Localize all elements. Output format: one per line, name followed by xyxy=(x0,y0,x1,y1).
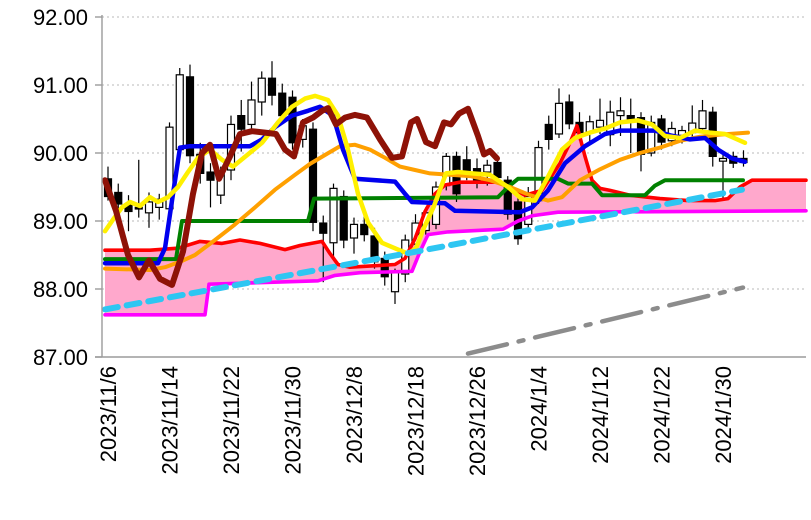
candle-up xyxy=(698,110,707,130)
x-axis-labels: 2023/11/6 2023/11/14 2023/11/22 2023/11/30 2… xyxy=(96,366,736,476)
candle-down xyxy=(544,123,553,141)
x-axis-label: 2023/12/26 xyxy=(465,366,490,476)
candle-up xyxy=(257,77,266,103)
candle-down xyxy=(565,101,574,125)
candle-down xyxy=(185,76,195,157)
candle-up xyxy=(175,74,184,151)
yellow-line xyxy=(102,93,748,256)
candle-down xyxy=(319,222,328,234)
maroon-lagging-line xyxy=(102,105,500,288)
y-axis-label: 87.00 xyxy=(33,345,88,370)
candle-down xyxy=(360,223,369,236)
candle-down xyxy=(308,128,318,223)
candle-down xyxy=(503,179,512,215)
x-axis-label: 2023/11/14 xyxy=(158,366,183,474)
candle-down xyxy=(462,159,471,173)
y-axis-label: 89.00 xyxy=(33,209,88,234)
candle-up xyxy=(247,99,256,126)
y-axis-labels: 92.00 91.00 90.00 89.00 88.00 87.00 xyxy=(33,5,88,370)
x-axis-label: 2023/12/18 xyxy=(404,366,429,476)
x-axis-label: 2023/11/30 xyxy=(281,366,306,474)
x-axis-label: 2024/1/30 xyxy=(711,366,736,464)
x-axis-label: 2023/11/22 xyxy=(219,366,244,474)
cloud-fill xyxy=(105,125,806,315)
y-axis-label: 91.00 xyxy=(33,73,88,98)
candle-down xyxy=(626,114,635,120)
x-axis-label: 2024/1/22 xyxy=(650,366,675,464)
y-axis-label: 92.00 xyxy=(33,5,88,30)
axes xyxy=(95,15,806,358)
y-axis-label: 88.00 xyxy=(33,277,88,302)
y-axis-label: 90.00 xyxy=(33,141,88,166)
candle-down xyxy=(339,195,348,241)
candle-down xyxy=(380,257,389,278)
candle-up xyxy=(144,201,154,214)
candle-up xyxy=(595,119,605,128)
candle-up xyxy=(554,102,564,135)
x-axis-label: 2023/11/6 xyxy=(96,366,121,462)
x-axis-label: 2024/1/12 xyxy=(588,366,613,464)
candle-up xyxy=(390,272,400,293)
x-axis-label: 2024/1/4 xyxy=(527,366,552,452)
cloud-top-line xyxy=(103,124,808,270)
candle-down xyxy=(237,114,246,130)
gray-dashdot-trendline xyxy=(465,285,746,356)
x-axis-label: 2023/12/8 xyxy=(342,366,367,464)
candle-down xyxy=(493,161,502,179)
green-line xyxy=(103,176,745,262)
orange-line xyxy=(103,130,750,272)
candle-up xyxy=(329,187,338,244)
candle-up xyxy=(718,157,728,162)
candle-up xyxy=(616,110,625,117)
candle-up xyxy=(349,223,359,239)
candle-up xyxy=(483,164,492,173)
candle-down xyxy=(267,77,277,96)
cyan-dashed-trendline xyxy=(102,186,745,313)
candle-down xyxy=(114,191,123,205)
candle-down xyxy=(206,171,215,181)
